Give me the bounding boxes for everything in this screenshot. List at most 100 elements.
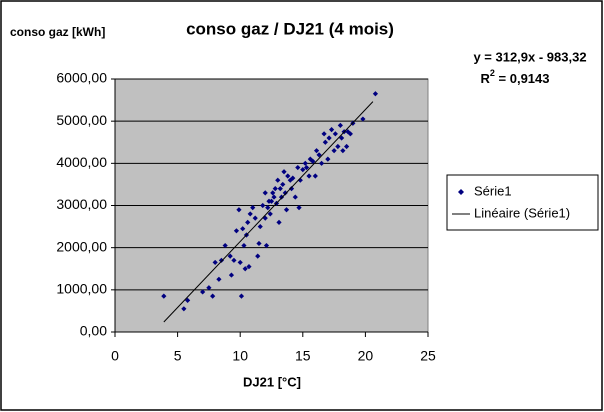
data-point [233,228,240,234]
data-point [200,289,206,295]
data-point [161,293,167,299]
data-point [328,127,335,133]
data-point [321,131,327,137]
y-tick-label: 3000,00 [56,196,107,212]
y-tick-label: 5000,00 [56,112,107,128]
data-point [296,205,302,211]
y-tick-label: 2000,00 [56,238,107,254]
data-point [312,173,318,179]
data-point [303,164,310,171]
data-point [272,186,278,192]
y-tick-label: 4000,00 [56,154,107,170]
x-tick-label: 20 [358,348,374,364]
data-point [231,257,237,263]
data-point [292,194,298,200]
chart-title: conso gaz / DJ21 (4 mois) [186,19,394,38]
data-point [288,186,295,192]
data-point [285,173,291,179]
data-point [322,139,328,145]
trend-equation: y = 312,9x - 983,32 [473,49,586,64]
data-point [263,242,270,249]
legend-label: Linéaire (Série1) [474,205,570,220]
data-point [216,276,222,282]
data-point [277,186,283,192]
data-point [255,253,261,259]
data-point [228,272,235,278]
y-tick-label: 6000,00 [56,70,107,86]
data-point [295,164,301,171]
legend-label: Série1 [474,183,512,198]
trend-line [163,101,374,323]
data-point [290,175,296,181]
x-axis-label: DJ21 [°C] [243,374,301,389]
data-point [250,205,256,211]
r-squared: R2 = 0,9143 [481,68,550,86]
data-point [326,135,332,141]
data-point [340,148,346,154]
data-point [185,297,191,303]
data-point [265,205,271,211]
data-point [242,266,248,272]
data-point [260,202,266,209]
data-point [257,223,263,230]
data-point [247,211,253,217]
data-point [360,116,366,122]
data-point [241,242,247,249]
data-point [287,177,293,183]
data-point [212,259,218,266]
data-point [302,160,308,166]
data-point [278,194,285,200]
data-point [331,148,337,154]
data-point [210,293,216,299]
data-point [218,257,225,263]
data-point [222,242,228,249]
r-squared-base: R [481,71,491,86]
data-point [372,91,379,97]
data-point [316,152,322,158]
x-tick-label: 25 [420,348,436,364]
data-point [339,135,345,141]
data-point [325,156,331,162]
data-point [271,194,277,200]
data-point [267,211,273,217]
data-point [281,169,287,175]
data-point [268,198,275,204]
data-point [227,253,233,259]
data-point [181,306,187,312]
x-tick-label: 10 [232,348,248,364]
data-point [206,285,212,291]
data-point [344,143,350,150]
x-tick-label: 0 [111,348,119,364]
data-point [245,219,251,225]
data-point [270,190,276,196]
y-axis-label: conso gaz [kWh] [10,25,105,39]
data-point [300,167,306,173]
data-point [318,160,325,166]
data-point [262,190,268,196]
r-squared-exp: 2 [490,68,495,78]
r-squared-value: = 0,9143 [495,71,550,86]
x-tick-label: 5 [174,348,182,364]
data-point [275,177,281,183]
data-point [238,293,245,299]
data-point [347,131,353,137]
y-tick-label: 0,00 [80,323,107,339]
y-tick-label: 1000,00 [56,281,107,297]
data-point [282,190,288,196]
data-point [337,122,343,128]
x-tick-label: 15 [295,348,311,364]
data-point [256,240,262,247]
data-point [276,219,282,225]
legend-marker [458,189,464,195]
data-point [280,181,286,188]
data-point [313,148,320,154]
data-point [240,226,246,232]
data-point [246,264,252,270]
legend-box [446,174,599,231]
data-point [306,173,312,179]
data-point [332,131,338,137]
data-point [237,259,243,266]
data-point [335,143,341,150]
data-point [283,207,290,213]
